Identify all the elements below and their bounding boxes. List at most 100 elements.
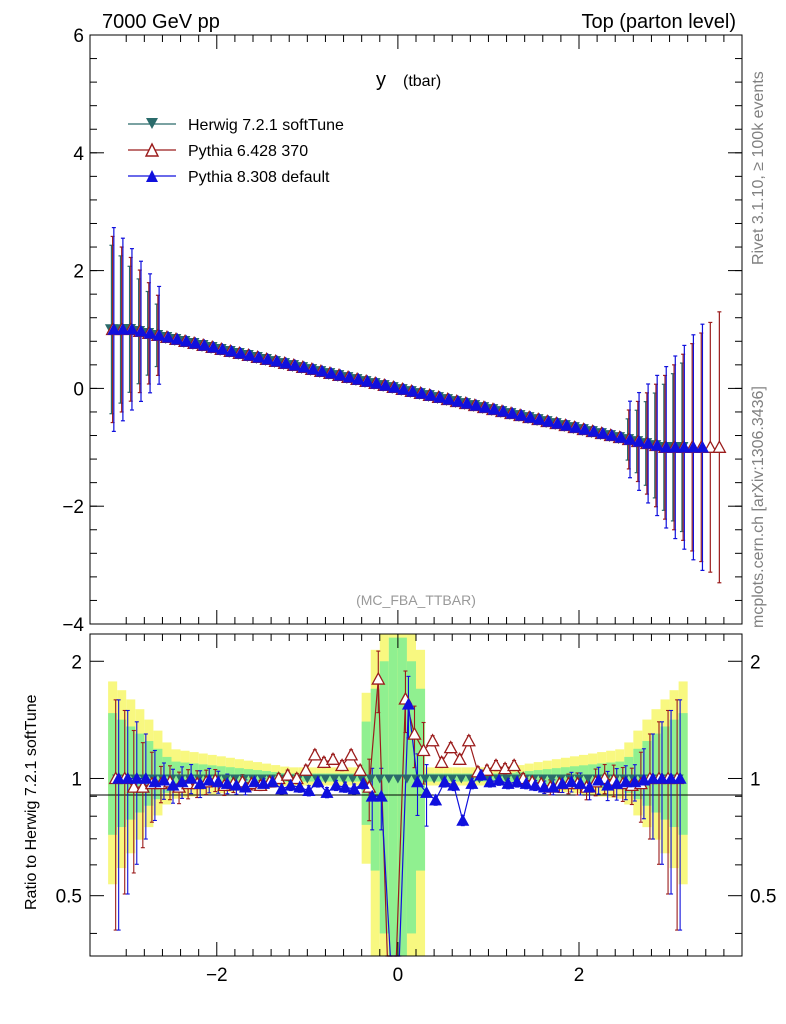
ratio-band-green [633,748,643,800]
ratio-point-pythia8 [329,778,343,791]
main-point [216,342,230,355]
main-point [703,439,718,453]
ratio-point-pythia8 [628,775,642,788]
ratio-point-pythia8 [646,771,660,784]
ratio-point-pythia8 [365,789,379,802]
ratio-point-pythia8 [610,777,624,789]
main-point [288,358,302,371]
ratio-band-green [144,741,154,806]
ratio-y-tick-label-right: 2 [750,652,761,673]
main-point [179,334,193,347]
ratio-point-pythia8 [257,777,271,789]
main-point [587,424,601,437]
ratio-point-pythia8 [619,775,633,788]
ratio-point-pythia8 [410,775,425,788]
legend-marker-pythia8 [146,170,158,182]
ratio-point-pythia6 [488,758,504,772]
ratio-point-pythia6 [461,733,476,747]
ratio-point-pythia8 [175,775,189,788]
ratio-point-pythia8 [302,784,316,797]
ratio-point-pythia8 [284,778,298,791]
main-y-tick-label: 2 [73,262,84,283]
legend-label-pythia8: Pythia 8.308 default [188,169,330,186]
ratio-point-herwig [537,774,548,784]
main-point [279,356,293,369]
ratio-point-pythia8 [492,773,506,786]
ratio-point-herwig [229,774,240,784]
ratio-point-pythia8 [573,777,588,789]
main-point [351,372,365,385]
ratio-point-pythia6 [126,779,141,793]
ratio-band-green [406,661,416,934]
ratio-band-green [216,766,226,787]
main-point [424,388,438,401]
ratio-point-pythia8 [555,777,569,789]
observable-label: y [376,69,386,91]
ratio-band-green [461,773,471,782]
ratio-point-pythia8 [438,775,452,788]
left-title: 7000 GeV pp [102,11,220,33]
ratio-point-pythia8 [429,793,443,806]
ratio-band-green [207,765,217,787]
ratio-point-pythia8 [401,697,415,710]
ratio-band-green [316,773,326,782]
main-point [306,362,320,375]
main-point [406,384,420,397]
ratio-point-pythia8 [184,771,198,784]
ratio-point-herwig [429,774,440,784]
ratio-point-pythia8 [546,780,560,793]
mcplots-label: mcplots.cern.ch [arXiv:1306.3436] [750,386,767,628]
ratio-band-green [253,770,263,784]
ratio-y-axis: 0.5 0.5 1 1 2 2 [56,652,776,934]
main-point [116,322,130,335]
main-point [161,330,175,343]
main-point [650,438,664,451]
ratio-point-herwig [501,774,512,784]
ratio-point-pythia8 [465,777,479,789]
main-point [505,406,519,419]
ratio-point-pythia8 [202,773,216,786]
main-point [225,344,239,357]
ratio-band-green [126,726,136,820]
ratio-point-pythia8 [275,782,289,795]
legend: Herwig 7.2.1 softTune Pythia 6.428 370 P… [128,117,344,186]
legend-marker-herwig [146,118,158,129]
main-point [261,352,275,365]
ratio-point-herwig [320,774,331,784]
ratio-band-green [361,721,371,825]
main-point [632,434,646,447]
ratio-point-herwig [302,774,313,784]
ratio-point-pythia8 [519,777,533,789]
main-point [551,416,565,429]
ratio-point-pythia6 [344,747,359,761]
main-point [469,398,483,411]
ratio-point-pythia8 [655,771,669,784]
main-y-tick-label: −2 [62,497,84,518]
ratio-point-pythia8 [211,775,225,788]
main-point [542,414,556,427]
main-point [605,428,619,441]
ratio-point-pythia8 [166,778,180,791]
main-point [712,439,727,453]
ratio-band-green [262,771,272,784]
main-x-ticks [125,35,725,624]
main-point [614,430,628,443]
ratio-point-pythia8 [320,785,334,798]
ratio-point-pythia8 [420,785,434,798]
ratio-point-herwig [383,774,394,784]
ratio-point-pythia8 [456,813,470,826]
ratio-point-pythia6 [280,767,295,781]
ratio-band-green [298,773,308,782]
ratio-point-herwig [257,774,268,784]
main-point [252,350,266,363]
ratio-point-herwig [193,774,204,784]
main-point [415,386,429,399]
main-point [206,340,220,353]
ratio-point-pythia8 [537,780,551,793]
ratio-point-pythia8 [121,771,135,784]
ratio-point-pythia8 [447,778,461,791]
ratio-point-pythia6 [434,755,449,769]
main-point [460,396,474,409]
ratio-band-green [388,637,398,956]
ratio-band-green [243,769,253,785]
